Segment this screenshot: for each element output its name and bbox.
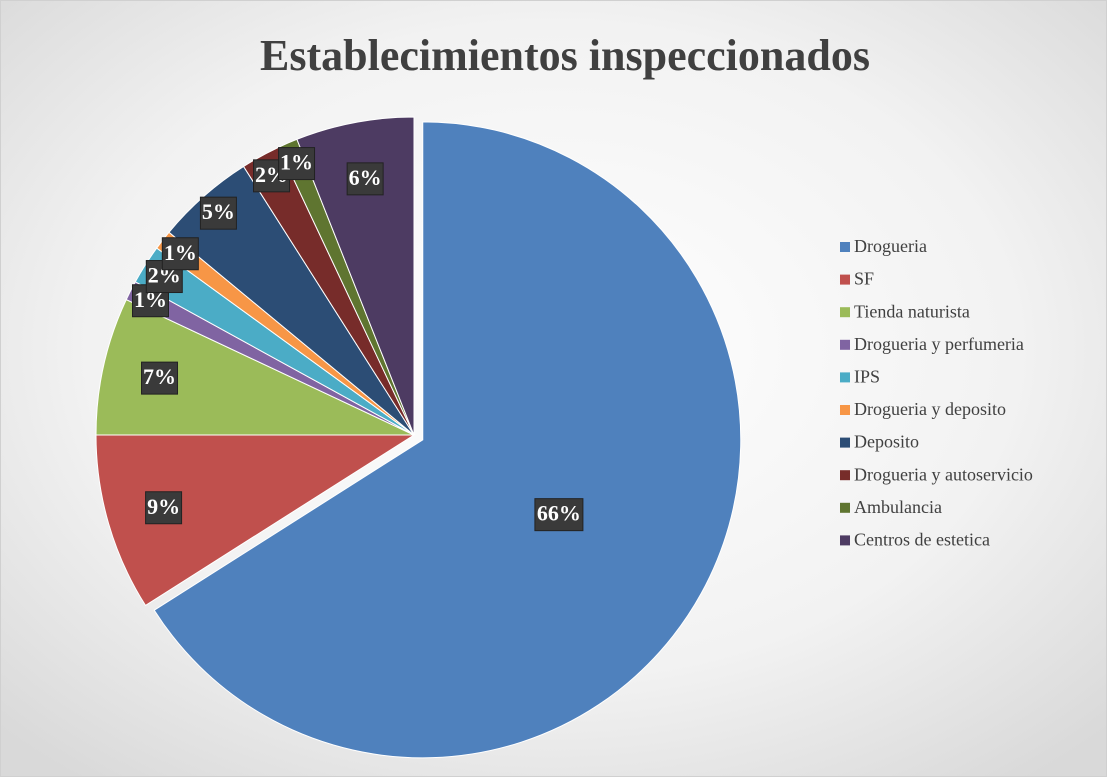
chart-title: Establecimientos inspeccionados — [260, 31, 870, 80]
data-label-box — [141, 361, 179, 395]
legend-label: Drogueria y autoservicio — [854, 464, 1033, 484]
data-label: 1% — [280, 150, 313, 175]
data-label-box — [278, 147, 316, 181]
legend-label: Ambulancia — [854, 497, 942, 517]
data-label-box — [346, 162, 384, 196]
legend-swatch — [840, 535, 850, 546]
legend-label: Drogueria y perfumeria — [854, 334, 1024, 354]
data-label-box — [199, 196, 237, 230]
legend-swatch — [840, 242, 850, 252]
data-labels: 66%9%7%1%2%1%5%2%1%6% — [131, 147, 584, 532]
legend-swatch — [840, 502, 850, 513]
legend: Drogueria SF Tienda naturista Drogueria y p… — [840, 236, 1033, 550]
pie-slice — [95, 434, 416, 607]
legend-swatch — [840, 274, 850, 285]
pie-slice — [296, 116, 415, 436]
pie — [95, 116, 742, 759]
legend-swatch — [840, 372, 850, 383]
data-label: 1% — [164, 240, 197, 265]
legend-label: Tienda naturista — [854, 301, 970, 321]
legend-label: Drogueria — [854, 236, 927, 256]
data-label: 66% — [537, 501, 581, 526]
legend-swatch — [840, 470, 850, 481]
legend-swatch — [840, 437, 850, 448]
legend-label: IPS — [854, 367, 880, 387]
legend-label: Drogueria y deposito — [854, 399, 1006, 419]
data-label-box — [161, 237, 199, 271]
data-label-box — [534, 498, 584, 532]
legend-swatch — [840, 339, 850, 350]
pie-slice — [95, 298, 415, 436]
data-label: 5% — [202, 199, 235, 224]
data-label: 7% — [143, 364, 176, 389]
legend-label: Deposito — [854, 432, 919, 452]
legend-label: SF — [854, 269, 874, 289]
legend-swatch — [840, 405, 850, 415]
pie-slice — [153, 121, 742, 759]
data-label: 9% — [147, 494, 180, 519]
data-label-box — [145, 491, 183, 525]
legend-label: Centros de estetica — [854, 530, 990, 550]
legend-swatch — [840, 307, 850, 318]
data-label: 6% — [349, 165, 382, 190]
